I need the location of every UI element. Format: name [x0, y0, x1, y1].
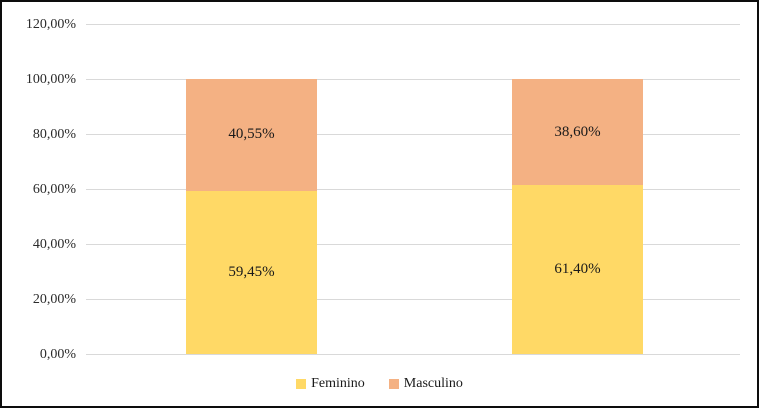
bar-value-label: 61,40%	[554, 261, 601, 278]
y-axis-tick-label: 40,00%	[32, 237, 76, 252]
legend-swatch-icon	[296, 379, 307, 389]
bar-segment-masculino[interactable]: 38,60%	[512, 79, 643, 186]
y-axis-tick-label: 60,00%	[32, 182, 76, 197]
y-axis-tick-label: 20,00%	[32, 292, 76, 307]
bar-segment-feminino[interactable]: 61,40%	[512, 185, 643, 354]
bar-segment-masculino[interactable]: 40,55%	[186, 79, 317, 191]
gridline	[86, 299, 740, 300]
gridline	[86, 134, 740, 135]
legend-item-feminino[interactable]: Feminino	[296, 376, 365, 392]
bar-segment-feminino[interactable]: 59,45%	[186, 190, 317, 354]
gridline	[86, 24, 740, 25]
gridline	[86, 189, 740, 190]
legend-label: Masculino	[403, 376, 463, 391]
legend: Feminino Masculino	[2, 376, 757, 392]
gridline	[86, 244, 740, 245]
gridline	[86, 79, 740, 80]
bar-value-label: 38,60%	[554, 123, 601, 140]
legend-item-masculino[interactable]: Masculino	[388, 376, 463, 392]
gridline	[86, 354, 740, 355]
y-axis-tick-label: 120,00%	[25, 17, 76, 32]
bar-value-label: 40,55%	[228, 126, 275, 143]
y-axis-tick-label: 100,00%	[25, 72, 76, 87]
bar-value-label: 59,45%	[228, 263, 275, 280]
y-axis-tick-label: 0,00%	[39, 347, 76, 362]
legend-swatch-icon	[388, 379, 399, 389]
y-axis-tick-label: 80,00%	[32, 127, 76, 142]
legend-label: Feminino	[311, 376, 365, 391]
